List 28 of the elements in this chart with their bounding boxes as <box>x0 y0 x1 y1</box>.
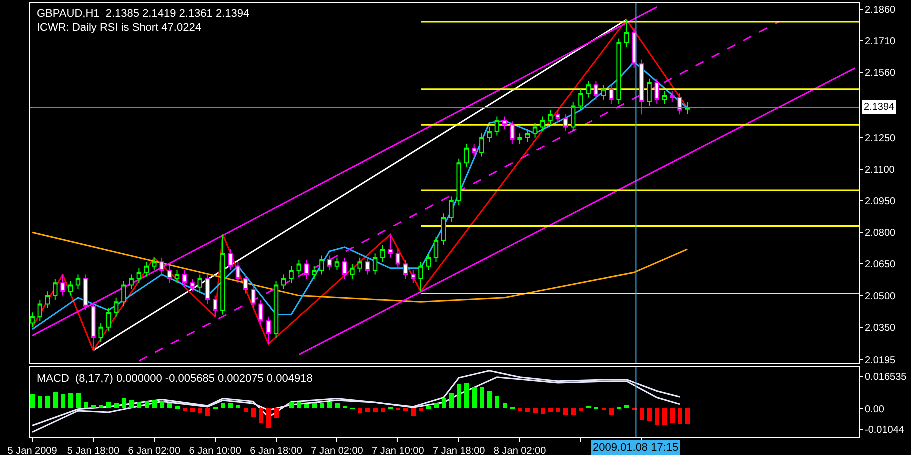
x-tick-label: 6 Jan 10:00 <box>189 446 242 455</box>
x-tick-label: 7 Jan 18:00 <box>432 446 486 455</box>
y-tick-label: 0.016535 <box>865 372 908 383</box>
y-tick-label: 2.1560 <box>865 68 896 80</box>
y-tick-label: 2.0350 <box>865 322 896 334</box>
y-tick-label: 0.00 <box>865 404 885 416</box>
ref-line-label: 2.1394 <box>864 102 896 113</box>
y-tick-label: -0.01044 <box>865 425 905 436</box>
x-tick-label: 8 Jan 02:00 <box>494 446 547 455</box>
x-tick-label: 6 Jan 18:00 <box>250 446 303 455</box>
x-tick-label: 5 Jan 18:00 <box>67 446 120 455</box>
x-tick-label: 6 Jan 02:00 <box>128 446 181 455</box>
y-tick-label: 2.1710 <box>865 36 896 48</box>
ref-line-label: 2009.01.08 17:15 <box>593 442 679 454</box>
y-tick-label: 2.0195 <box>865 356 896 367</box>
y-tick-label: 2.0500 <box>865 291 896 302</box>
y-tick-label: 2.0650 <box>865 260 896 271</box>
y-tick-label: 2.1100 <box>865 164 896 176</box>
x-tick-label: 7 Jan 02:00 <box>311 446 364 455</box>
y-tick-label: 2.0950 <box>865 196 896 208</box>
x-tick-label: 7 Jan 10:00 <box>372 446 425 455</box>
text: MACD (8,17,7) 0.000000 -0.005685 0.002075 0.004918 <box>37 373 313 385</box>
y-tick-label: 2.1250 <box>865 133 896 144</box>
x-tick-label: 5 Jan 2009 <box>8 446 58 455</box>
y-tick-label: 2.1860 <box>865 4 896 16</box>
chart-title: GBPAUD,H1 2.1385 2.1419 2.1361 2.1394 <box>37 8 250 20</box>
text: ICWR: Daily RSI is Short 47.0224 <box>37 22 202 34</box>
y-tick-label: 2.0800 <box>865 228 896 240</box>
